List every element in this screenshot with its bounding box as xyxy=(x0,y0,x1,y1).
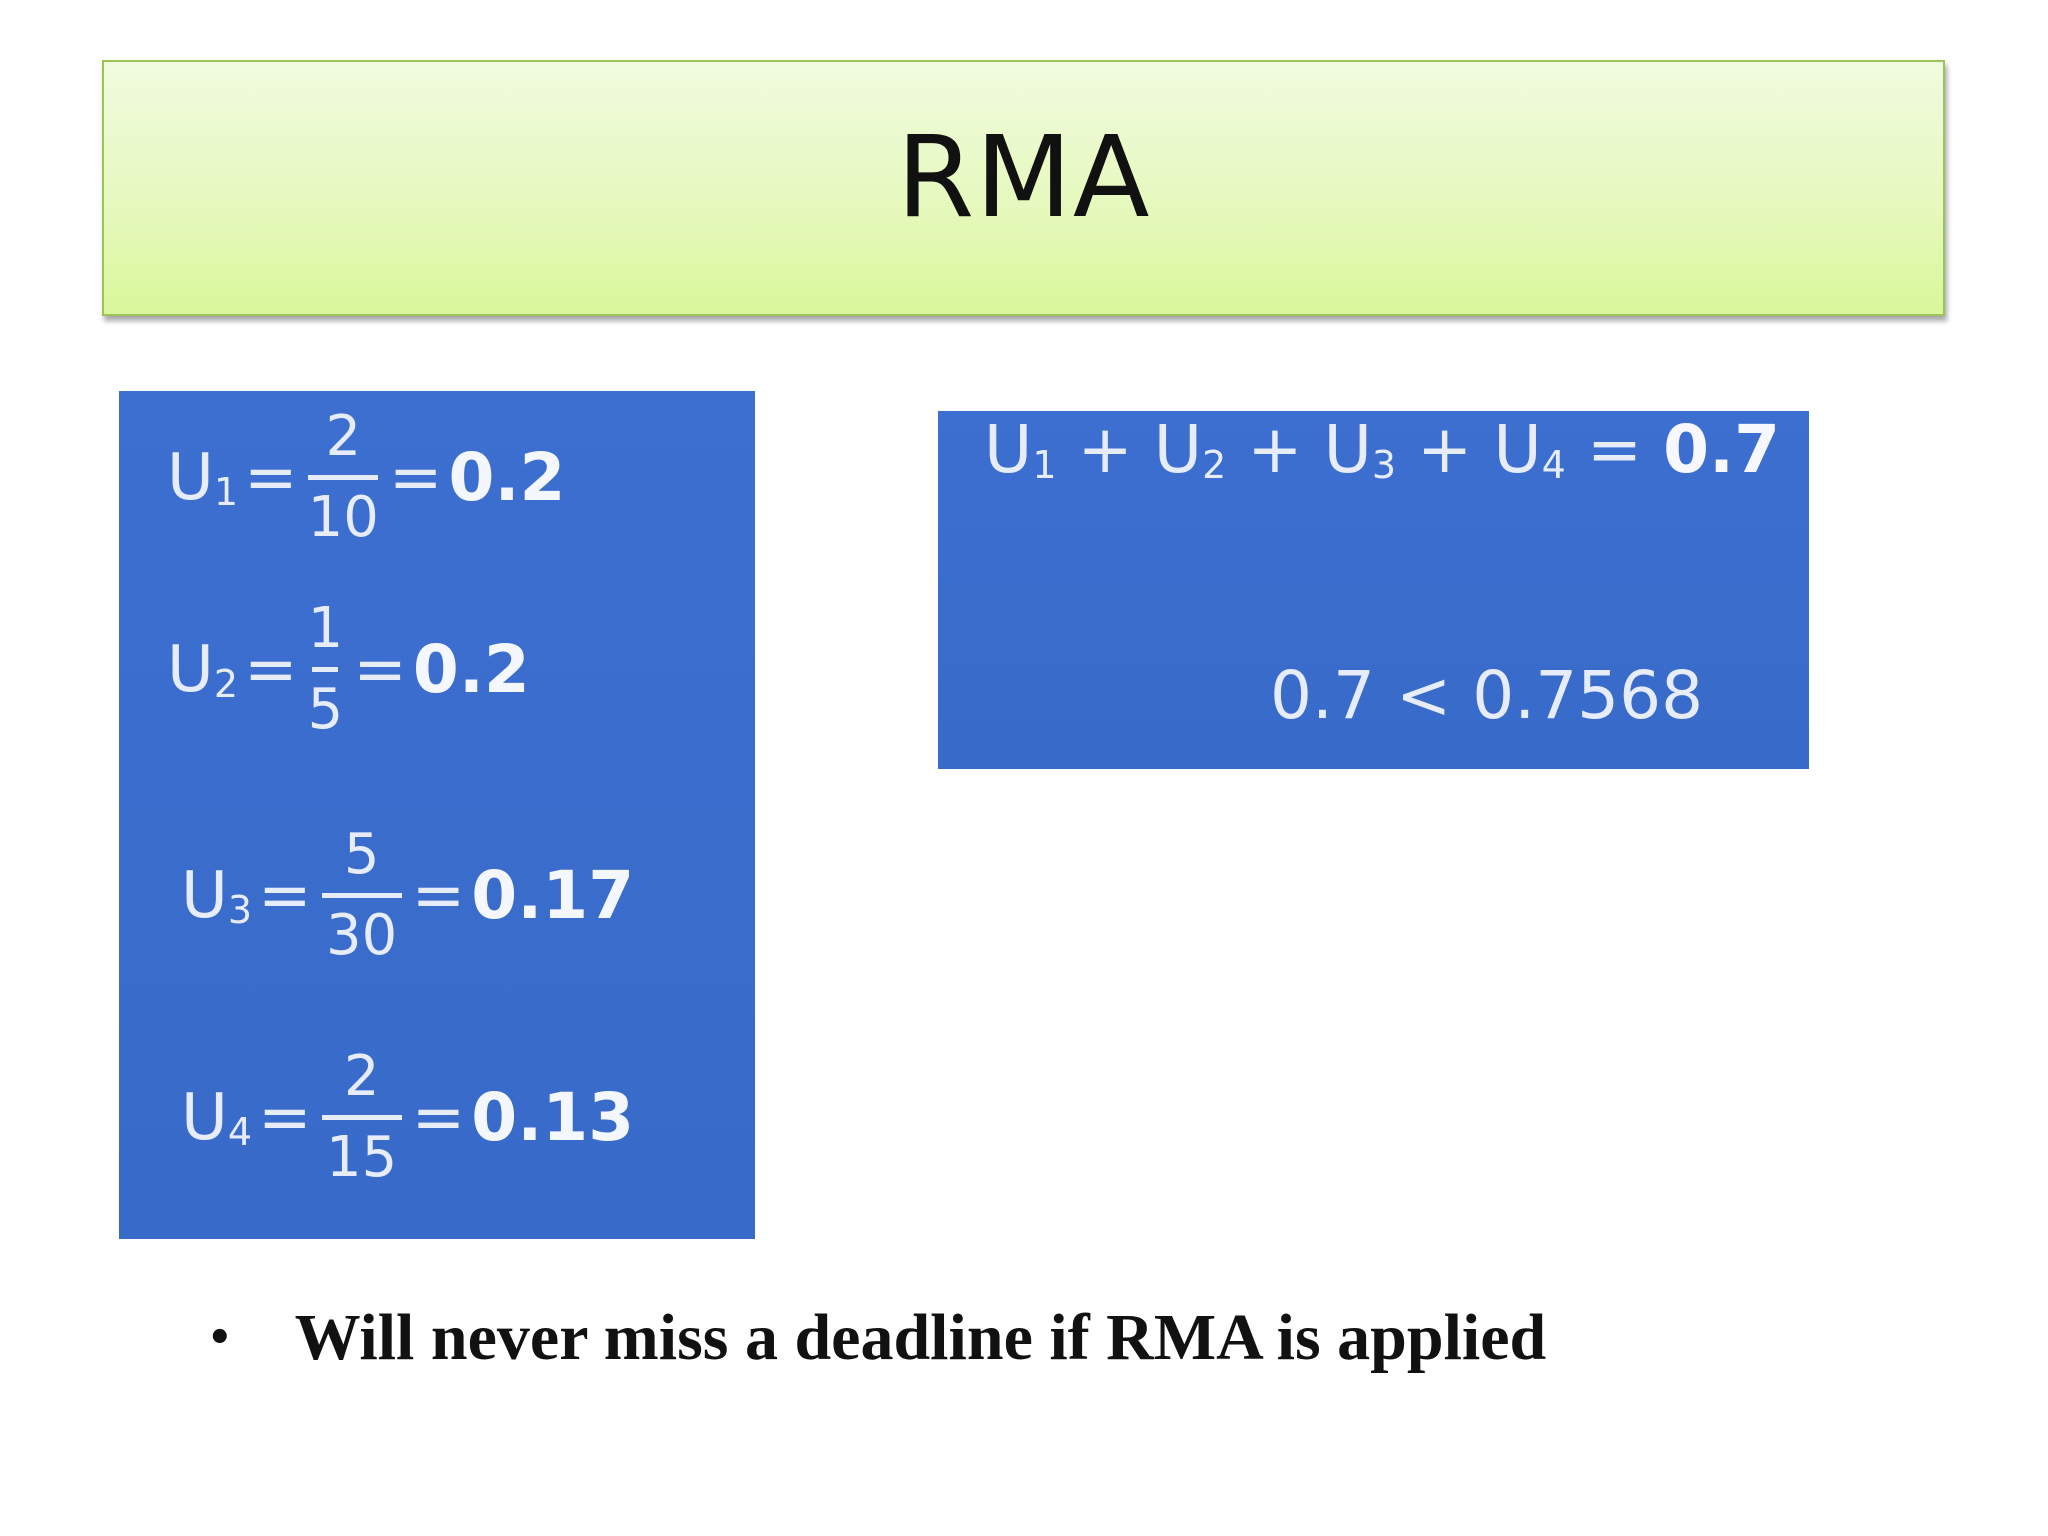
sum-result: 0.7 xyxy=(1663,411,1781,488)
fraction-numerator: 5 xyxy=(343,822,380,887)
eq-var: U2 xyxy=(167,632,239,707)
equation-u4: U4 = 2 15 = 0.13 xyxy=(181,1045,634,1190)
eq-equals: = xyxy=(411,1080,466,1155)
fraction-bar xyxy=(321,893,402,898)
eq-result: 0.13 xyxy=(471,1079,635,1156)
bound-comparison: 0.7 < 0.7568 xyxy=(1270,657,1704,734)
equation-u2: U2 = 1 5 = 0.2 xyxy=(167,597,530,742)
equation-u3: U3 = 5 30 = 0.17 xyxy=(181,823,634,968)
eq-var: U3 xyxy=(181,858,253,933)
eq-var: U4 xyxy=(181,1080,253,1155)
title-box: RMA xyxy=(102,60,1945,316)
utilization-sum-panel: U1 + U2 + U3 + U4 = 0.7 0.7 < 0.7568 xyxy=(938,411,1809,769)
eq-fraction: 2 10 xyxy=(308,405,379,550)
fraction-bar xyxy=(321,1115,402,1120)
eq-fraction: 2 15 xyxy=(321,1044,402,1190)
eq-fraction: 1 5 xyxy=(308,597,344,742)
eq-equals: = xyxy=(353,632,407,707)
eq-equals: = xyxy=(244,632,298,707)
eq-equals: = xyxy=(258,858,312,933)
fraction-denominator: 10 xyxy=(307,485,379,550)
fraction-bar xyxy=(308,475,379,480)
eq-var: U1 xyxy=(167,440,239,515)
utilization-sum: U1 + U2 + U3 + U4 = 0.7 xyxy=(984,411,1781,488)
fraction-denominator: 15 xyxy=(326,1125,398,1190)
bullet-text: Will never miss a deadline if RMA is app… xyxy=(294,1301,1547,1374)
bullet-item: • Will never miss a deadline if RMA is a… xyxy=(207,1300,1546,1376)
eq-equals: = xyxy=(388,440,443,515)
fraction-numerator: 2 xyxy=(325,404,362,469)
eq-equals: = xyxy=(258,1080,312,1155)
eq-result: 0.2 xyxy=(448,439,566,516)
eq-equals: = xyxy=(411,858,466,933)
fraction-numerator: 2 xyxy=(343,1044,380,1109)
eq-result: 0.17 xyxy=(471,857,635,934)
eq-result: 0.2 xyxy=(412,631,530,708)
fraction-denominator: 5 xyxy=(307,677,344,742)
eq-fraction: 5 30 xyxy=(321,822,402,968)
slide-title: RMA xyxy=(896,113,1151,243)
fraction-bar xyxy=(312,667,339,672)
utilization-equations-panel: U1 = 2 10 = 0.2 U2 = 1 5 = 0.2 U3 = xyxy=(119,391,755,1239)
bullet-marker: • xyxy=(207,1315,233,1361)
equation-u1: U1 = 2 10 = 0.2 xyxy=(167,405,565,550)
fraction-denominator: 30 xyxy=(326,903,398,968)
fraction-numerator: 1 xyxy=(307,596,344,661)
eq-equals: = xyxy=(244,440,298,515)
